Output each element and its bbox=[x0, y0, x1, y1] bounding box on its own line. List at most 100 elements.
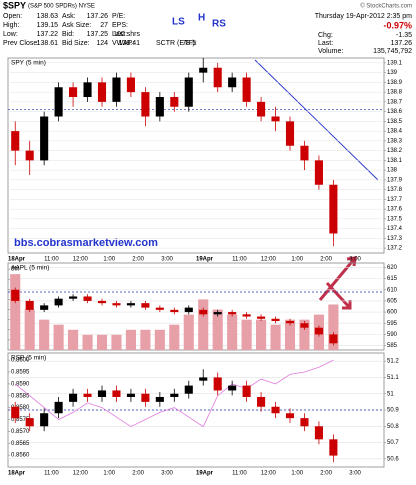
volume-bar bbox=[53, 324, 64, 350]
y2-tick-label: 0.8585 bbox=[11, 393, 30, 399]
candle-body bbox=[170, 393, 179, 397]
y-tick-label: 590 bbox=[387, 332, 398, 338]
x-tick-label: 12:00 bbox=[261, 257, 277, 263]
volume-bar bbox=[10, 274, 21, 350]
candle-body bbox=[184, 307, 193, 313]
quote-label: Low: bbox=[3, 31, 18, 38]
y2-tick-label: 0.8560 bbox=[11, 453, 30, 459]
quote-value: 138.41 bbox=[119, 40, 141, 47]
quote-value: 137.26 bbox=[87, 13, 109, 20]
volume-bar bbox=[140, 329, 151, 350]
trend-line bbox=[254, 59, 379, 181]
volume-bar bbox=[154, 329, 165, 350]
x-tick-label: 1:00 bbox=[103, 471, 115, 477]
candle-body bbox=[271, 406, 280, 414]
candle-body bbox=[314, 426, 323, 440]
candle-body bbox=[184, 77, 193, 107]
quote-label: Prev Close: bbox=[3, 40, 39, 47]
panel-title: AAPL (5 min) bbox=[11, 265, 49, 272]
candle-body bbox=[155, 307, 164, 310]
volume-bar bbox=[125, 329, 136, 350]
volume-bar bbox=[241, 319, 252, 350]
x-tick-label: 11:00 bbox=[232, 471, 247, 477]
y-tick-label: 138.9 bbox=[387, 80, 403, 86]
candle-body bbox=[329, 334, 338, 344]
x-tick-label: 11:00 bbox=[44, 257, 59, 263]
x-tick-label: 2:00 bbox=[320, 257, 332, 263]
y2-tick-label: 0.8565 bbox=[11, 441, 30, 447]
candle-body bbox=[242, 314, 251, 317]
candle-body bbox=[170, 309, 179, 313]
candle-body bbox=[11, 406, 20, 419]
y-tick-label: 137.5 bbox=[387, 216, 403, 222]
candle-body bbox=[228, 312, 237, 315]
x-tick-label: 3:00 bbox=[161, 257, 173, 263]
y-tick-label: 137.7 bbox=[387, 197, 403, 203]
quote-value: 139.15 bbox=[37, 22, 59, 29]
candle-body bbox=[69, 393, 78, 402]
candle-body bbox=[54, 87, 63, 117]
y-tick-label: 138.1 bbox=[387, 158, 403, 164]
y-tick-label: 600 bbox=[387, 310, 398, 316]
candle-body bbox=[83, 296, 92, 301]
candle-body bbox=[228, 77, 237, 88]
y-tick-label: 50.8 bbox=[387, 424, 399, 430]
y-tick-label: 138.3 bbox=[387, 138, 403, 144]
x-tick-label: 3:00 bbox=[349, 471, 361, 477]
candle-body bbox=[141, 303, 150, 308]
volume-bar bbox=[227, 314, 238, 350]
candle-body bbox=[112, 303, 121, 306]
y-tick-label: 595 bbox=[387, 321, 398, 327]
quote-value: 124 bbox=[96, 40, 108, 47]
quote-label: P/E: bbox=[112, 13, 125, 20]
volume-bar bbox=[256, 319, 267, 350]
arrow bbox=[325, 281, 352, 310]
candle-body bbox=[83, 82, 92, 97]
candle-body bbox=[199, 377, 208, 381]
date: Thursday 19-Apr-2012 2:35 pm bbox=[315, 13, 412, 20]
quote-label: EPS: bbox=[112, 22, 128, 29]
quote-value: 135,745,792 bbox=[373, 48, 412, 55]
candle-body bbox=[69, 296, 78, 299]
y-tick-label: 138.6 bbox=[387, 109, 403, 115]
candle-body bbox=[155, 97, 164, 117]
candle-body bbox=[25, 418, 34, 427]
candle-body bbox=[300, 145, 309, 161]
candle-body bbox=[40, 305, 49, 310]
x-tick-label: 1:00 bbox=[103, 257, 115, 263]
candle-body bbox=[141, 92, 150, 117]
y-tick-label: 51.1 bbox=[387, 375, 399, 381]
y2-tick-label: 0.8575 bbox=[11, 417, 30, 423]
candle-body bbox=[25, 300, 34, 310]
quote-label: SCTR (ETF): bbox=[156, 40, 197, 47]
website: bbs.cobrasmarketview.com bbox=[14, 237, 158, 249]
x-tick-label: 12:00 bbox=[261, 471, 277, 477]
x-tick-label: 2:00 bbox=[132, 471, 144, 477]
x-tick-label: 12:00 bbox=[73, 471, 89, 477]
quote-label: Ask: bbox=[62, 13, 76, 20]
candle-body bbox=[285, 413, 295, 419]
candle-body bbox=[314, 160, 323, 185]
y-tick-label: 50.7 bbox=[387, 440, 399, 446]
x-tick-label: 2:00 bbox=[320, 471, 332, 477]
y-tick-label: 138.5 bbox=[387, 119, 403, 125]
y-tick-label: 137.2 bbox=[387, 246, 403, 252]
y-tick-label: 138 bbox=[387, 168, 398, 174]
candle-body bbox=[126, 393, 135, 397]
y2-tick-label: 0.8570 bbox=[11, 429, 30, 435]
y-tick-label: 138.4 bbox=[387, 129, 403, 135]
quote-label: Bid: bbox=[62, 31, 74, 38]
candle-body bbox=[25, 150, 34, 161]
candle-body bbox=[126, 303, 135, 306]
candle-body bbox=[285, 121, 295, 146]
volume-bar bbox=[169, 324, 180, 350]
candle-body bbox=[329, 184, 338, 234]
candle-body bbox=[141, 393, 150, 402]
quote-label: Chg: bbox=[318, 32, 333, 39]
candle-body bbox=[40, 116, 49, 161]
quote-value: 27 bbox=[100, 22, 108, 29]
annotation: LS bbox=[172, 17, 185, 28]
ratio-line bbox=[14, 359, 334, 428]
quote-label: High: bbox=[3, 22, 19, 29]
y-tick-label: 138.7 bbox=[387, 99, 403, 105]
